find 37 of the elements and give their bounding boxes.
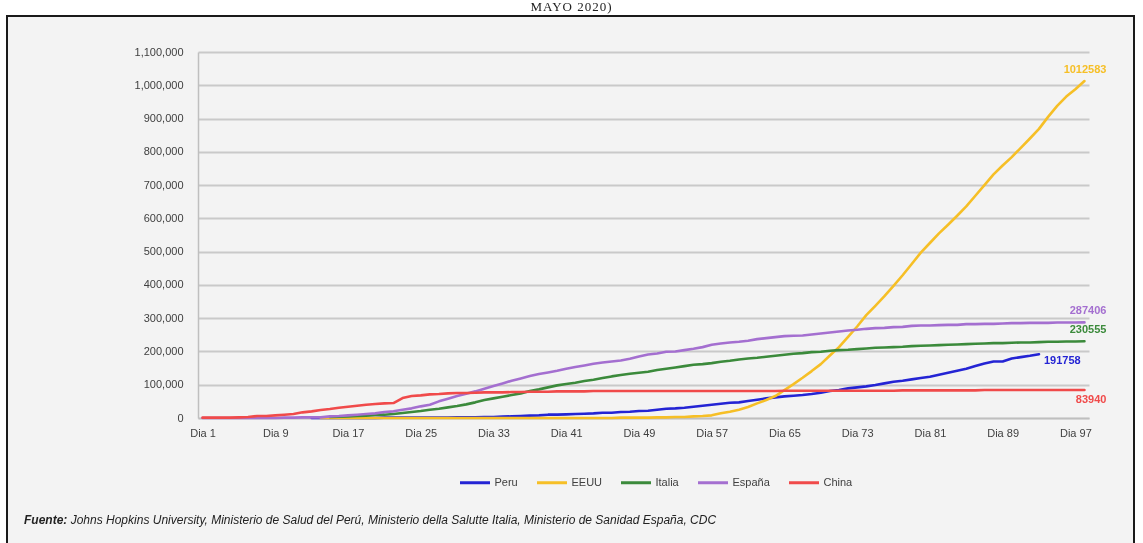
legend-label: Italia — [655, 475, 680, 488]
data-label: 287406 — [1069, 304, 1107, 317]
data-label: 191758 — [1043, 354, 1081, 367]
y-tick-label: 100,000 — [143, 378, 184, 391]
y-tick-label: 1,100,000 — [134, 45, 184, 58]
y-tick-label: 200,000 — [143, 344, 184, 357]
y-tick-label: 0 — [177, 411, 184, 424]
legend-label: Peru — [494, 475, 518, 488]
data-label: 1012583 — [1063, 63, 1107, 76]
x-tick-label: Dia 1 — [190, 426, 216, 439]
legend-label: China — [823, 475, 854, 488]
x-tick-label: Dia 97 — [1059, 426, 1092, 439]
chart-title: MAYO 2020) — [529, 0, 614, 14]
data-label: 230555 — [1069, 323, 1107, 336]
x-tick-label: Dia 25 — [405, 426, 438, 439]
y-tick-label: 300,000 — [143, 311, 184, 324]
source-note: Fuente: Johns Hopkins University, Ministerio de Salud del Perú, Ministerio della Salutte Italia, Ministerio de Sanidad España, CDC — [24, 513, 717, 527]
x-tick-label: Dia 17 — [332, 426, 365, 439]
y-tick-label: 1,000,000 — [134, 78, 184, 91]
data-label: 83940 — [1075, 393, 1107, 406]
y-tick-label: 500,000 — [143, 245, 184, 258]
legend-label: EEUU — [571, 475, 603, 488]
x-tick-label: Dia 89 — [987, 426, 1020, 439]
y-tick-label: 600,000 — [143, 211, 184, 224]
x-tick-label: Dia 65 — [769, 426, 801, 439]
x-tick-label: Dia 81 — [914, 426, 947, 439]
y-tick-label: 400,000 — [143, 278, 184, 291]
x-tick-label: Dia 41 — [550, 426, 583, 439]
x-tick-label: Dia 9 — [262, 426, 289, 439]
x-tick-label: Dia 73 — [841, 426, 874, 439]
x-tick-label: Dia 33 — [478, 426, 510, 439]
x-tick-label: Dia 49 — [623, 426, 656, 439]
y-tick-label: 800,000 — [143, 145, 184, 158]
x-tick-label: Dia 57 — [696, 426, 729, 439]
legend-label: España — [732, 475, 771, 488]
y-tick-label: 700,000 — [143, 178, 184, 191]
y-tick-label: 900,000 — [143, 112, 184, 125]
